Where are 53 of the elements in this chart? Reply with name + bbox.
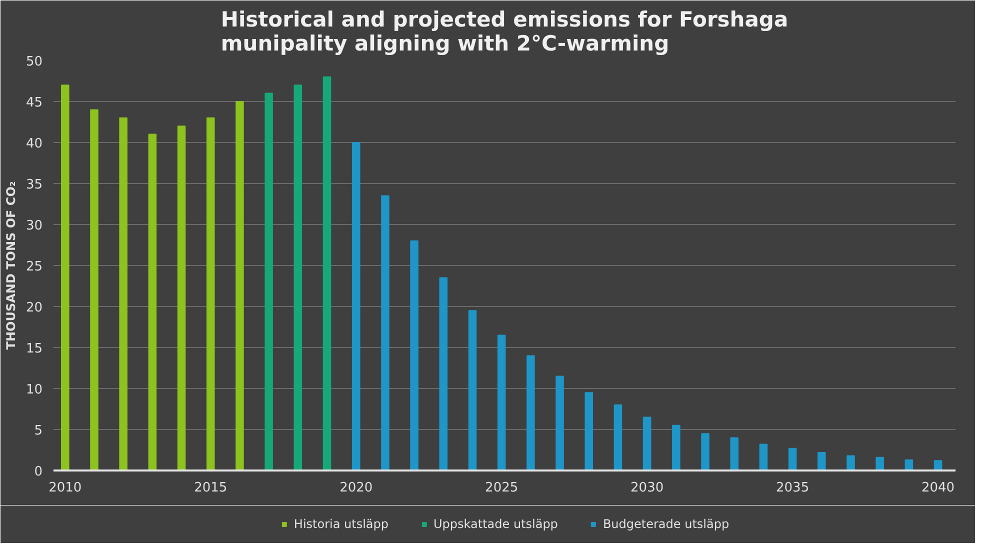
y-tick-label: 20	[26, 300, 43, 316]
y-tick-label: 40	[26, 136, 43, 152]
legend-label: Budgeterade utsläpp	[602, 517, 730, 531]
bar	[119, 117, 128, 470]
y-tick-label: 25	[26, 260, 43, 274]
bar	[672, 424, 680, 470]
bar	[439, 277, 448, 470]
bar	[934, 460, 942, 470]
bar	[526, 355, 535, 470]
y-tick-label: 10	[26, 382, 43, 398]
y-tick-label: 0	[34, 464, 43, 480]
y-tick-label: 35	[26, 178, 43, 192]
bar	[381, 195, 390, 470]
y-tick-label: 30	[26, 218, 43, 234]
chart-title: Historical and projected emissions for Forshaga munipality aligning with 2°C-warming	[220, 8, 788, 56]
bar	[410, 240, 418, 470]
x-tick-label: 2020	[340, 480, 373, 496]
bar	[701, 433, 710, 470]
bar	[759, 444, 768, 470]
bar	[294, 84, 302, 470]
x-tick-label: 2035	[776, 480, 810, 496]
bar	[497, 334, 506, 470]
legend-label: Uppskattade utsläpp	[434, 517, 558, 531]
bar	[90, 109, 98, 470]
y-tick-label: 15	[26, 342, 43, 356]
bar	[556, 376, 564, 470]
bar	[468, 310, 477, 470]
bar	[876, 456, 884, 470]
x-tick-label: 2010	[48, 480, 82, 496]
bar	[788, 448, 797, 470]
bar	[846, 455, 855, 470]
y-tick-label: 45	[26, 96, 43, 110]
x-tick-label: 2025	[485, 480, 518, 496]
bar	[614, 404, 622, 470]
x-tick-label: 2030	[630, 480, 664, 496]
bar	[730, 437, 738, 470]
x-tick-label: 2040	[922, 480, 955, 496]
bar	[236, 101, 244, 470]
bar	[818, 452, 826, 470]
bar	[264, 92, 273, 470]
x-tick-label: 2015	[194, 480, 228, 496]
bar	[352, 142, 360, 470]
bar	[148, 134, 157, 470]
y-axis-title: THOUSAND TONS OF CO₂	[4, 181, 18, 350]
legend-label: Historia utsläpp	[294, 517, 388, 531]
bar	[61, 84, 70, 470]
bar	[206, 117, 215, 470]
bar	[584, 392, 594, 470]
bar	[322, 76, 332, 470]
y-tick-label: 5	[34, 424, 43, 438]
bar	[642, 416, 652, 470]
bar	[177, 126, 186, 470]
y-tick-label: 50	[26, 54, 43, 70]
